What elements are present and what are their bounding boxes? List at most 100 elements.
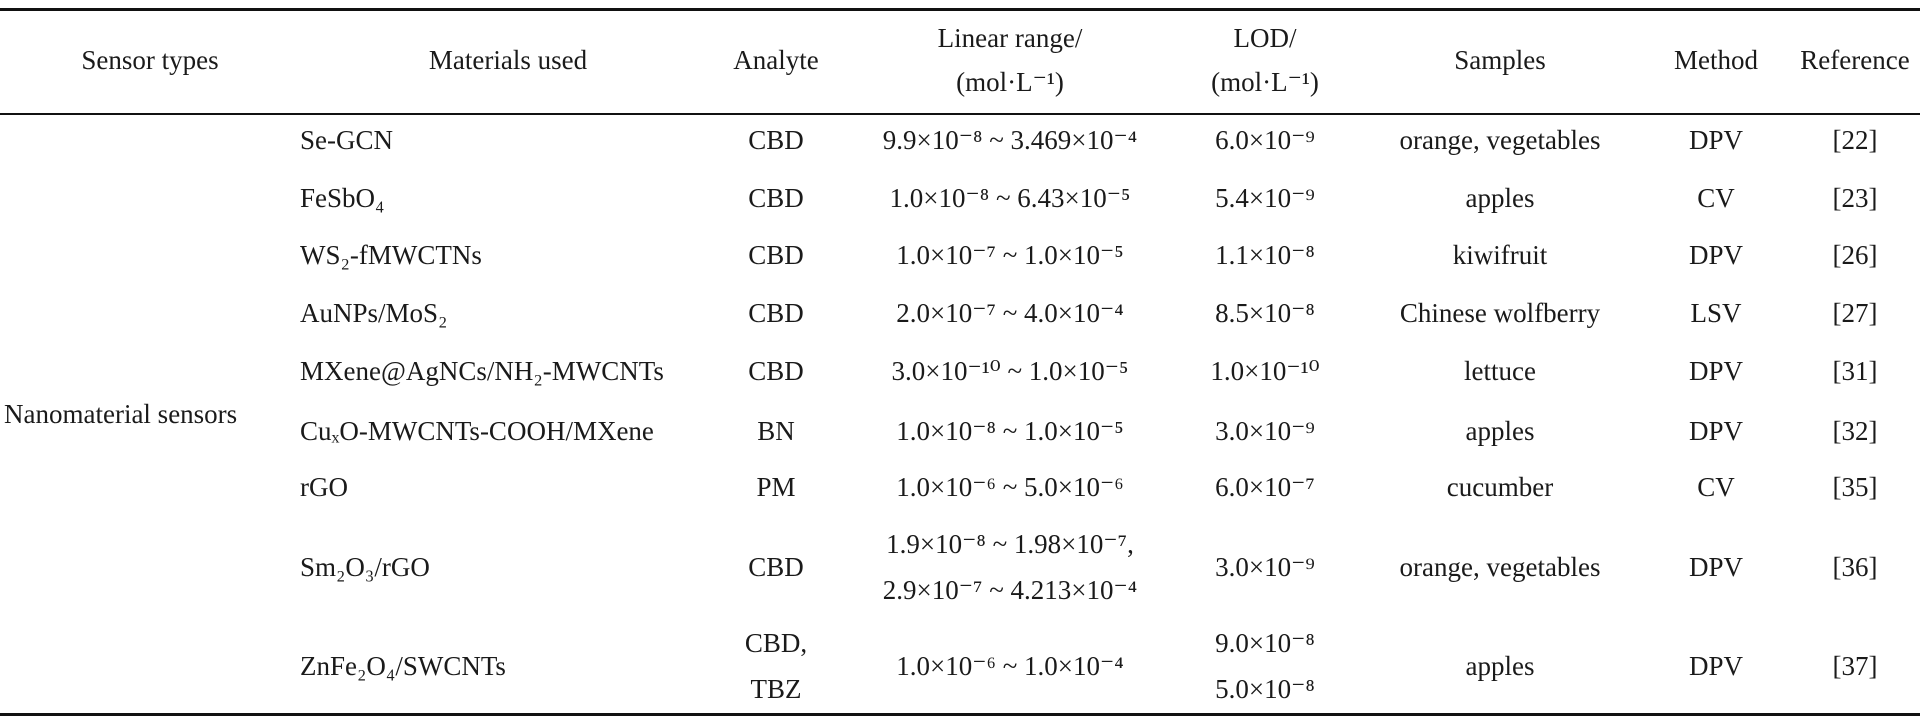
cell-method-line: DPV [1688,356,1744,386]
header-lod: LOD/ (mol·L⁻¹) [1211,22,1319,98]
cell-samples: apples [1466,182,1535,214]
cell-material-line: rGO [300,472,348,502]
cell-range: 1.0×10⁻⁷ ~ 1.0×10⁻⁵ [896,239,1123,271]
cell-analyte: CBD [748,551,804,583]
cell-method: CV [1697,182,1735,214]
cell-ref-line: [35] [1832,472,1878,502]
cell-lod: 1.1×10⁻⁸ [1215,239,1315,271]
cell-material-line: Sm₂O₃/rGO [300,552,430,582]
header-sensor-types: Sensor types [81,45,219,75]
cell-material-line: FeSbO₄ [300,183,385,213]
header-linear-range: Linear range/ (mol·L⁻¹) [938,22,1083,98]
cell-analyte: CBD [748,124,804,156]
cell-range-line: 1.0×10⁻⁶ ~ 5.0×10⁻⁶ [896,472,1124,502]
cell-method-line: DPV [1688,651,1744,681]
cell-lod-line: 8.5×10⁻⁸ [1215,298,1315,328]
cell-samples: orange, vegetables [1400,124,1601,156]
cell-method-line: CV [1697,183,1735,213]
cell-ref-line: [22] [1832,125,1878,155]
cell-ref-line: [32] [1832,416,1878,446]
cell-samples-line: orange, vegetables [1399,552,1601,582]
cell-samples: apples [1466,415,1535,447]
header-samples: Samples [1454,45,1546,75]
cell-material-line: WS₂-fMWCTNs [300,240,482,270]
cell-range-line: 9.9×10⁻⁸ ~ 3.469×10⁻⁴ [882,125,1138,155]
cell-ref: [36] [1833,551,1878,583]
cell-analyte-line: CBD, [744,628,808,658]
cell-samples: cucumber [1447,471,1553,503]
cell-samples-line: Chinese wolfberry [1399,298,1601,328]
cell-range-line: 1.9×10⁻⁸ ~ 1.98×10⁻⁷, [886,529,1134,559]
cell-lod-line: 6.0×10⁻⁷ [1215,472,1315,502]
cell-analyte-line: CBD [748,183,804,213]
cell-material-line: CuₓO-MWCNTs-COOH/MXene [300,416,654,446]
cell-ref-line: [26] [1832,240,1878,270]
cell-material: Se-GCN [300,124,393,156]
cell-range-line: 3.0×10⁻¹⁰ ~ 1.0×10⁻⁵ [891,356,1129,386]
cell-range-line: 1.0×10⁻⁶ ~ 1.0×10⁻⁴ [896,651,1124,681]
cell-method-line: DPV [1688,552,1744,582]
cell-samples-line: cucumber [1446,472,1554,502]
cell-material-line: AuNPs/MoS₂ [300,298,448,328]
cell-range-line: 1.0×10⁻⁸ ~ 1.0×10⁻⁵ [896,416,1124,446]
cell-ref-line: [31] [1832,356,1878,386]
cell-method-line: CV [1697,472,1735,502]
cell-analyte: BN [757,415,795,447]
cell-samples: lettuce [1464,355,1536,387]
cell-range: 2.0×10⁻⁷ ~ 4.0×10⁻⁴ [896,297,1123,329]
cell-ref: [23] [1833,182,1878,214]
cell-material: ZnFe₂O₄/SWCNTs [300,650,506,682]
cell-analyte: PM [756,471,795,503]
cell-method: DPV [1689,551,1743,583]
table-bottom-rule [0,713,1920,716]
cell-lod: 8.5×10⁻⁸ [1215,297,1315,329]
cell-analyte-line: PM [756,472,796,502]
cell-method: DPV [1689,124,1743,156]
cell-samples: apples [1466,650,1535,682]
cell-lod-line: 1.1×10⁻⁸ [1215,240,1315,270]
cell-analyte-line: CBD [748,240,804,270]
header-linear-range-line1: Linear range/ [937,23,1083,53]
cell-method-line: DPV [1688,240,1744,270]
cell-ref: [31] [1833,355,1878,387]
cell-lod: 6.0×10⁻⁷ [1215,471,1315,503]
cell-material-line: Se-GCN [300,125,393,155]
cell-lod-line: 6.0×10⁻⁹ [1215,125,1315,155]
cell-method-line: DPV [1688,125,1744,155]
cell-ref-line: [36] [1832,552,1878,582]
cell-material: WS₂-fMWCTNs [300,239,482,271]
cell-ref-line: [27] [1832,298,1878,328]
cell-method: CV [1697,471,1735,503]
cell-analyte-line: BN [757,416,795,446]
cell-range: 1.0×10⁻⁸ ~ 6.43×10⁻⁵ [890,182,1131,214]
header-method: Method [1674,45,1758,75]
cell-material: CuₓO-MWCNTs-COOH/MXene [300,415,654,447]
cell-analyte: CBD [748,239,804,271]
cell-analyte-line: CBD [748,125,804,155]
header-lod-line2: (mol·L⁻¹) [1211,67,1319,97]
cell-lod: 3.0×10⁻⁹ [1215,551,1315,583]
cell-ref: [37] [1833,650,1878,682]
cell-lod-line: 9.0×10⁻⁸ [1215,628,1315,658]
cell-method: DPV [1689,415,1743,447]
cell-analyte-line: CBD [748,298,804,328]
cell-ref: [26] [1833,239,1878,271]
cell-method-line: DPV [1688,416,1744,446]
cell-lod: 6.0×10⁻⁹ [1215,124,1315,156]
cell-range-line: 1.0×10⁻⁷ ~ 1.0×10⁻⁵ [896,240,1124,270]
cell-range: 9.9×10⁻⁸ ~ 3.469×10⁻⁴ [883,124,1137,156]
header-materials: Materials used [428,45,588,75]
cell-method: DPV [1689,355,1743,387]
cell-range: 1.9×10⁻⁸ ~ 1.98×10⁻⁷, 2.9×10⁻⁷ ~ 4.213×10… [883,528,1137,606]
cell-ref-line: [37] [1832,651,1878,681]
cell-range: 1.0×10⁻⁶ ~ 5.0×10⁻⁶ [896,471,1123,503]
header-linear-range-line2: (mol·L⁻¹) [956,67,1064,97]
header-analyte: Analyte [733,45,819,75]
cell-analyte-line: TBZ [750,674,802,704]
cell-range: 1.0×10⁻⁸ ~ 1.0×10⁻⁵ [896,415,1123,447]
cell-samples: Chinese wolfberry [1400,297,1600,329]
table-top-rule [0,8,1920,11]
cell-material: MXene@AgNCs/NH₂-MWCNTs [300,355,664,387]
cell-lod: 3.0×10⁻⁹ [1215,415,1315,447]
cell-samples-line: lettuce [1464,356,1536,386]
